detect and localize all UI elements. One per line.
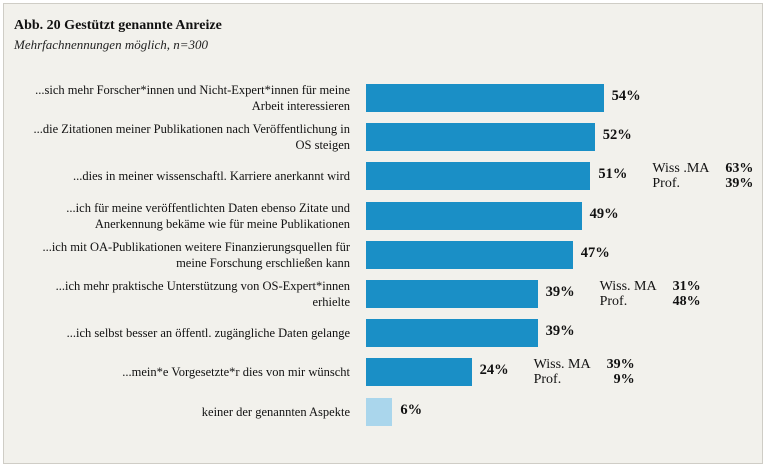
chart-subtitle: Mehrfachnennungen möglich, n=300 xyxy=(14,37,208,52)
bar-value-label: 49% xyxy=(589,205,619,222)
breakdown-value: 48% xyxy=(672,294,701,309)
chart-frame: Abb. 20 Gestützt genannte Anreize Mehrfa… xyxy=(3,3,763,464)
category-label: ...dies in meiner wissenschaftl. Karrier… xyxy=(73,169,350,184)
breakdown-group: Wiss. MA xyxy=(599,279,657,294)
bar xyxy=(366,397,393,426)
category-label: ...mein*e Vorgesetzte*r dies von mir wün… xyxy=(122,365,350,380)
breakdown-note: Wiss. MA 39% Prof. 9% xyxy=(534,357,635,387)
bar xyxy=(366,162,591,191)
breakdown-group: Prof. xyxy=(533,372,562,388)
breakdown-value: 9% xyxy=(613,372,635,388)
breakdown-group: Wiss .MA xyxy=(652,161,710,177)
bar-value-label: 6% xyxy=(400,401,423,418)
breakdown-value: 39% xyxy=(606,357,635,373)
category-label: keiner der genannten Aspekte xyxy=(201,404,350,419)
breakdown-group: Wiss. MA xyxy=(533,357,591,373)
bar-value-label: 51% xyxy=(598,166,628,183)
breakdown-value: 63% xyxy=(725,161,754,177)
category-label: ...ich mit OA-Publikationen weitere Fina… xyxy=(42,239,350,270)
bar xyxy=(366,84,604,112)
chart-title: Abb. 20 Gestützt genannte Anreize xyxy=(14,18,222,33)
category-label: ...die Zitationen meiner Publikationen n… xyxy=(33,122,350,153)
bar-value-label: 52% xyxy=(602,127,632,144)
category-label: ...sich mehr Forscher*innen und Nicht-Ex… xyxy=(35,83,350,113)
category-label: ...ich mehr praktische Unterstützung von… xyxy=(55,279,350,309)
breakdown-group: Prof. xyxy=(599,294,628,309)
breakdown-group: Prof. xyxy=(652,176,681,192)
bar xyxy=(366,123,595,152)
breakdown-note: Wiss. MA 31% Prof. 48% xyxy=(600,279,701,309)
breakdown-value: 39% xyxy=(725,176,754,192)
bar-value-label: 54% xyxy=(611,88,641,104)
breakdown-note: Wiss .MA 63% Prof. 39% xyxy=(652,161,753,191)
bar xyxy=(366,201,582,230)
breakdown-value: 31% xyxy=(672,279,701,294)
category-label: ...ich selbst besser an öffentl. zugängl… xyxy=(66,326,350,341)
bar xyxy=(366,319,538,348)
bar xyxy=(366,280,538,308)
category-label: ...ich für meine veröffentlichten Daten … xyxy=(66,200,350,231)
bar xyxy=(366,240,573,269)
bar-value-label: 47% xyxy=(580,244,610,261)
bar-value-label: 39% xyxy=(545,323,575,340)
bar-value-label: 39% xyxy=(545,284,575,300)
bar-value-label: 24% xyxy=(479,362,509,379)
bar xyxy=(366,358,472,387)
